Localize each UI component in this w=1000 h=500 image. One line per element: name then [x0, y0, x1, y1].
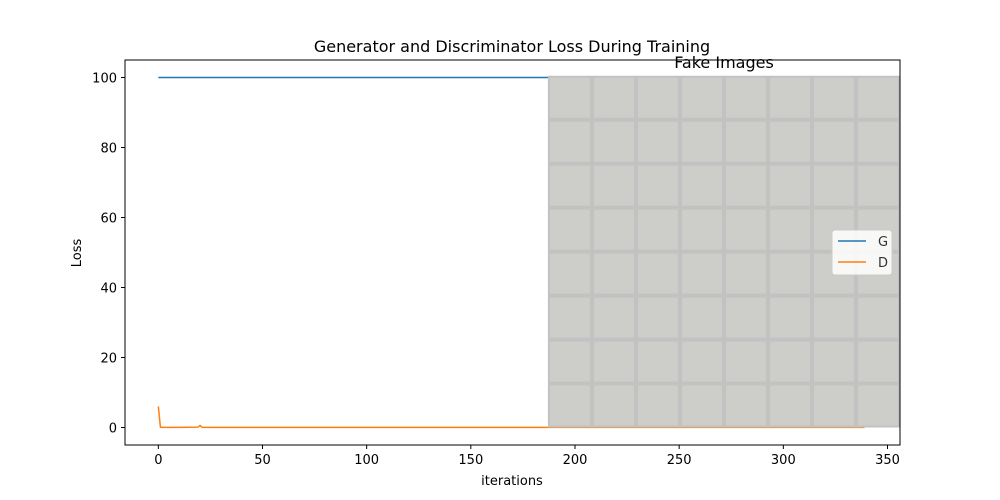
fake-image-cell	[769, 77, 810, 118]
fake-image-cell	[549, 165, 590, 206]
fake-image-cell	[593, 385, 634, 426]
plot-frame	[124, 59, 901, 446]
fake-image-cell	[857, 341, 898, 382]
fake-image-cell	[725, 385, 766, 426]
fake-image-cell	[593, 121, 634, 162]
fake-image-cell	[813, 165, 854, 206]
inset-title: Fake Images	[674, 53, 774, 72]
fake-image-cell	[725, 121, 766, 162]
fake-image-cell	[549, 253, 590, 294]
fake-image-cell	[857, 165, 898, 206]
fake-image-cell	[549, 77, 590, 118]
y-tick-label: 100	[92, 72, 117, 87]
fake-image-cell	[813, 77, 854, 118]
fake-image-cell	[681, 385, 722, 426]
fake-image-cell	[769, 385, 810, 426]
fake-image-cell	[681, 121, 722, 162]
fake-image-cell	[593, 253, 634, 294]
fake-image-cell	[725, 341, 766, 382]
fake-image-cell	[725, 253, 766, 294]
fake-image-cell	[549, 297, 590, 338]
fake-image-cell	[725, 297, 766, 338]
x-axis-label: iterations	[481, 474, 543, 489]
fake-image-cell	[681, 165, 722, 206]
x-tick-label: 350	[875, 453, 900, 468]
y-tick-label: 0	[109, 422, 117, 437]
fake-image-cell	[593, 77, 634, 118]
fake-image-cell	[637, 253, 678, 294]
fake-image-cell	[769, 209, 810, 250]
y-tick-label: 80	[100, 142, 117, 157]
x-tick-label: 250	[667, 453, 692, 468]
fake-image-cell	[725, 209, 766, 250]
fake-image-cell	[769, 121, 810, 162]
fake-image-cell	[549, 341, 590, 382]
fake-image-cell	[769, 253, 810, 294]
fake-image-cell	[769, 297, 810, 338]
fake-image-cell	[549, 121, 590, 162]
fake-image-cell	[857, 77, 898, 118]
x-tick-label: 150	[458, 453, 483, 468]
fake-image-cell	[681, 341, 722, 382]
fake-image-cell	[681, 209, 722, 250]
y-tick-label: 60	[100, 212, 117, 227]
fake-image-cell	[681, 77, 722, 118]
fake-image-cell	[593, 341, 634, 382]
fake-image-cell	[857, 121, 898, 162]
chart-title: Generator and Discriminator Loss During …	[314, 37, 710, 56]
fake-image-cell	[637, 165, 678, 206]
fake-image-cell	[813, 121, 854, 162]
fake-image-cell	[857, 385, 898, 426]
y-axis-label: Loss	[70, 239, 85, 268]
x-tick-label: 300	[771, 453, 796, 468]
x-tick-label: 200	[563, 453, 588, 468]
fake-image-cell	[637, 297, 678, 338]
fake-image-cell	[593, 165, 634, 206]
fake-image-cell	[813, 297, 854, 338]
fake-image-cell	[857, 297, 898, 338]
fake-image-cell	[813, 341, 854, 382]
fake-image-cell	[637, 341, 678, 382]
fake-image-cell	[725, 77, 766, 118]
fake-image-cell	[681, 297, 722, 338]
legend-label-g: G	[878, 235, 888, 250]
fake-image-cell	[637, 209, 678, 250]
y-tick-label: 40	[100, 282, 117, 297]
x-tick-label: 100	[354, 453, 379, 468]
fake-image-cell	[769, 341, 810, 382]
fake-image-cell	[637, 121, 678, 162]
fake-image-cell	[593, 209, 634, 250]
fake-image-cell	[549, 385, 590, 426]
x-tick-label: 50	[254, 453, 271, 468]
fake-image-cell	[637, 385, 678, 426]
legend-label-d: D	[878, 256, 888, 271]
fake-image-cell	[637, 77, 678, 118]
y-tick-label: 20	[100, 352, 117, 367]
fake-image-cell	[549, 209, 590, 250]
fake-image-cell	[681, 253, 722, 294]
x-tick-label: 0	[154, 453, 162, 468]
fake-image-cell	[769, 165, 810, 206]
fake-image-cell	[813, 385, 854, 426]
fake-image-cell	[725, 165, 766, 206]
legend: GD	[831, 229, 893, 276]
fake-image-cell	[593, 297, 634, 338]
